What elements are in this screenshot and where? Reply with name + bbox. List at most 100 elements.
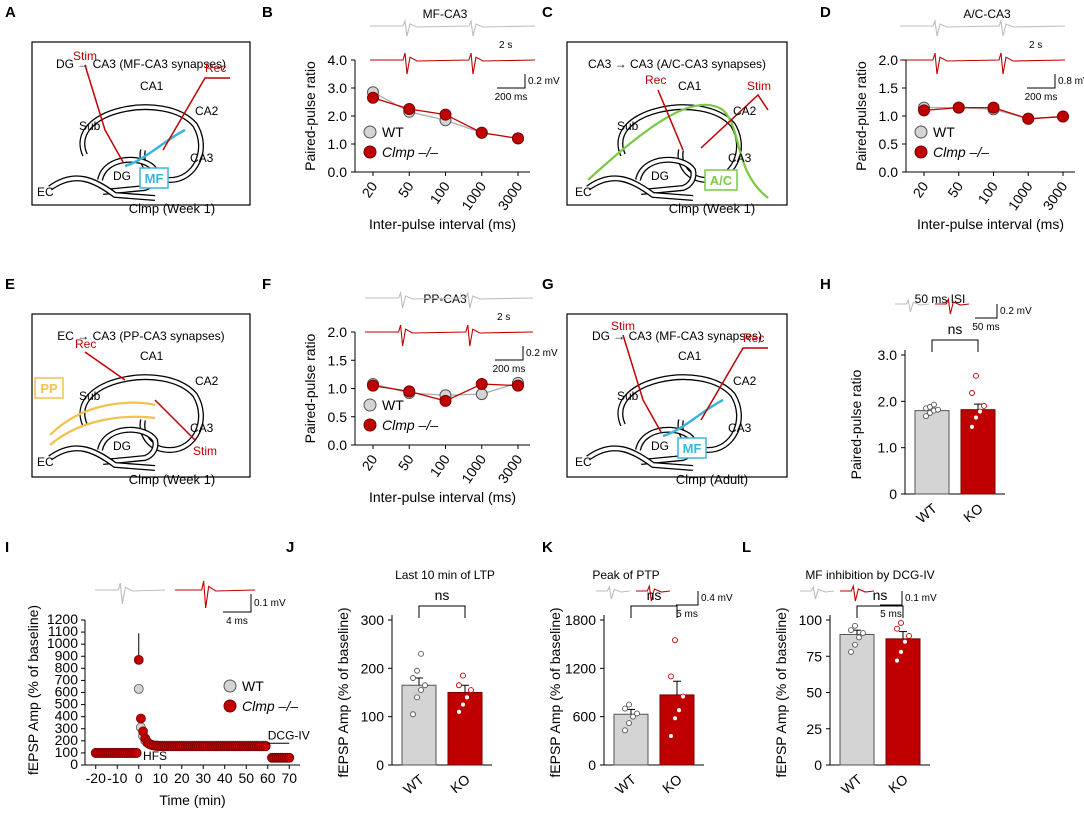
diagram-panel-A: A DG → CA3 (MF-CA3 synapses) MF Stim Rec CA1 C…: [5, 4, 251, 216]
y-axis-label: Paired-pulse ratio: [302, 333, 318, 443]
chart-title: PP-CA3: [423, 292, 467, 306]
dg-label: DG: [651, 439, 669, 453]
legend-label-ko: Clmp –/–: [382, 417, 438, 433]
pathway-box: [34, 377, 64, 399]
x-tick-label: 1000: [458, 451, 489, 486]
x-axis-label: Inter-pulse interval (ms): [917, 216, 1064, 232]
legend-label-ko: Clmp –/–: [933, 144, 989, 160]
ca2-label: CA2: [733, 374, 757, 388]
y-tick-label: 200: [361, 660, 385, 676]
significance-bracket: [418, 605, 466, 618]
x-axis-label: Inter-pulse interval (ms): [369, 216, 516, 232]
y-tick-label: 800: [55, 659, 79, 675]
individual-point: [848, 627, 854, 634]
legend-label-wt: WT: [382, 124, 404, 140]
x-tick-label: 100: [974, 178, 1001, 206]
individual-point: [418, 650, 424, 657]
y-tick-label: 1200: [47, 611, 78, 627]
individual-point: [977, 408, 983, 415]
diagram-frame: [566, 41, 788, 206]
individual-point: [935, 406, 941, 413]
stim-label: Stim: [747, 79, 771, 93]
x-tick-label: 40: [217, 770, 233, 786]
bar-ko: [659, 694, 695, 766]
individual-point: [418, 687, 424, 694]
diagram-frame: [566, 313, 788, 478]
data-point-ko: [952, 101, 965, 114]
x-tick-label: 50: [395, 178, 417, 200]
significance-bracket: [630, 605, 678, 618]
x-axis-label: Time (min): [159, 792, 225, 808]
mf-pathway: [124, 128, 186, 168]
diagram-title: DG → CA3 (MF-CA3 synapses): [56, 57, 226, 71]
y-tick-label: 4.0: [328, 52, 348, 68]
y-tick-label: 1100: [48, 623, 78, 639]
rec-label: Rec: [743, 331, 764, 345]
sub-label: Sub: [617, 119, 639, 133]
individual-point: [630, 713, 636, 720]
individual-point: [969, 390, 975, 396]
scale-bar: [497, 74, 526, 89]
y-tick-label: 25: [806, 721, 822, 737]
x-tick-label: KO: [447, 771, 473, 796]
individual-point: [852, 622, 858, 629]
data-point-ko: [133, 654, 144, 665]
x-tick-label: 3000: [1039, 178, 1070, 213]
y-tick-label: 1.0: [879, 108, 899, 124]
individual-point: [680, 693, 686, 700]
panel-label: G: [542, 276, 554, 293]
individual-point: [973, 372, 979, 379]
legend-marker-ko: [914, 145, 928, 159]
individual-point: [906, 633, 912, 639]
y-tick-label: 0.0: [328, 164, 348, 180]
data-point-ko: [367, 379, 379, 392]
stim-label: Stim: [73, 49, 97, 63]
ca3-label: CA3: [190, 151, 214, 165]
individual-point: [676, 707, 682, 714]
chart-L: L MF inhibition by DCG-IV 5 ms0.1 mV 0 25 50 7…: [742, 539, 937, 797]
data-point-ko: [918, 104, 930, 117]
scale-bar: [676, 591, 699, 606]
rec-electrode: [700, 347, 768, 421]
y-tick-label: 0.5: [879, 136, 899, 152]
y-tick-label: 75: [806, 648, 822, 664]
individual-point: [969, 423, 975, 430]
individual-point: [894, 657, 900, 664]
y-tick-label: 1.5: [879, 80, 899, 96]
y-tick-label: 2.0: [879, 52, 899, 68]
ec-label: EC: [575, 455, 592, 469]
individual-point: [668, 733, 674, 739]
chart-K: K Peak of PTP 5 ms0.4 mV 0 600 1200 1800fEPSP …: [542, 539, 733, 797]
individual-point: [923, 413, 929, 420]
diagram-caption: Clmp (Week 1): [669, 201, 755, 216]
individual-point: [456, 682, 462, 689]
x-tick-label: 20: [358, 451, 380, 473]
dg-label: DG: [651, 169, 669, 183]
pathway-box: [677, 437, 707, 459]
legend-marker-ko: [363, 145, 377, 159]
chart-title: Peak of PTP: [592, 568, 659, 582]
ko-trace: [636, 583, 671, 602]
x-tick-label: -20: [86, 770, 106, 786]
x-tick-label: 10: [152, 770, 168, 786]
hippocampus-schematic: [50, 107, 201, 198]
individual-point: [856, 634, 862, 641]
data-point-ko: [1022, 112, 1035, 125]
ko-trace: [840, 583, 875, 602]
individual-point: [410, 675, 416, 681]
y-tick-label: 600: [55, 684, 79, 700]
chart-B: B MF-CA3 2 s 200 ms0.2 mV 0.0 1.0 2.0 3.0 4.0 20 5…: [262, 4, 560, 232]
chart-D: D A/C-CA3 2 s 200 ms0.8 mV 0.0 0.5 1.0 1.5 2.0 20…: [820, 4, 1084, 232]
significance-bracket: [856, 605, 904, 618]
panel-label: J: [286, 539, 294, 556]
individual-point: [626, 720, 632, 727]
panel-label: L: [742, 539, 751, 556]
bar-ko: [447, 692, 483, 766]
pathway-box: [139, 167, 169, 189]
y-axis-label: fEPSP Amp (% of baseline): [547, 607, 563, 777]
individual-point: [460, 701, 466, 708]
diagram-caption: Clmp (Week 1): [129, 472, 215, 487]
diagram-caption: Clmp (Week 1): [129, 201, 215, 216]
y-tick-label: 1000: [47, 635, 78, 651]
individual-point: [414, 694, 420, 701]
